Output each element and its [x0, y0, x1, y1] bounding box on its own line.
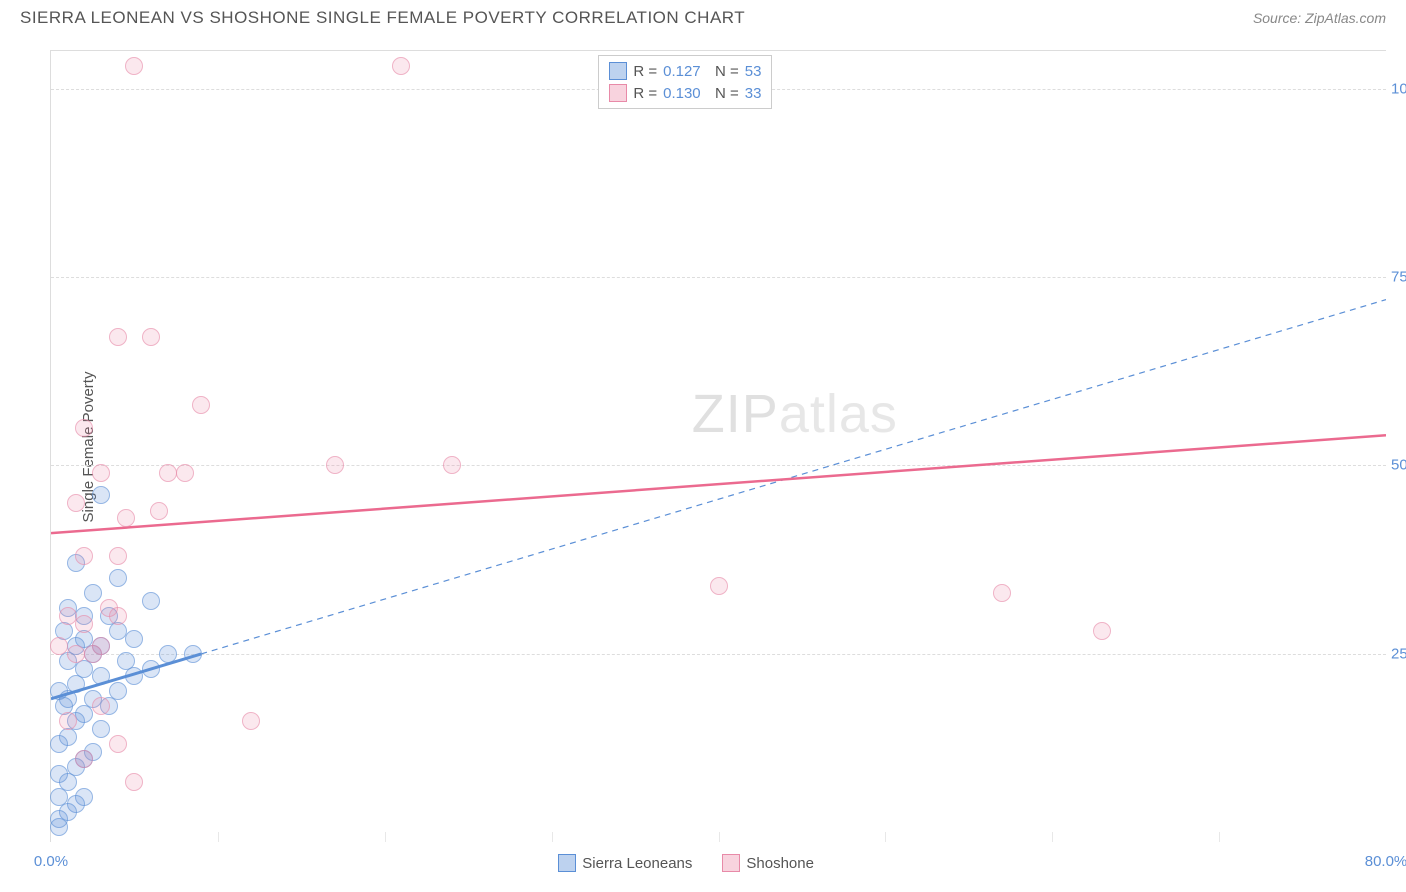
data-point-pink [75, 615, 93, 633]
x-tick [1219, 832, 1220, 842]
data-point-pink [159, 464, 177, 482]
swatch-blue-icon [558, 854, 576, 872]
x-tick [552, 832, 553, 842]
data-point-pink [993, 584, 1011, 602]
data-point-pink [59, 607, 77, 625]
data-point-blue [184, 645, 202, 663]
data-point-blue [125, 630, 143, 648]
data-point-pink [1093, 622, 1111, 640]
x-tick-label: 80.0% [1365, 853, 1406, 870]
data-point-blue [109, 569, 127, 587]
data-point-pink [242, 712, 260, 730]
data-point-blue [159, 645, 177, 663]
gridline-h [51, 465, 1386, 466]
data-point-blue [142, 592, 160, 610]
data-point-pink [142, 328, 160, 346]
y-tick-label: 100.0% [1391, 80, 1406, 97]
data-point-pink [59, 712, 77, 730]
data-point-blue [92, 667, 110, 685]
data-point-pink [92, 464, 110, 482]
data-point-pink [192, 396, 210, 414]
chart-title: SIERRA LEONEAN VS SHOSHONE SINGLE FEMALE… [20, 8, 745, 28]
data-point-blue [92, 486, 110, 504]
gridline-h [51, 654, 1386, 655]
data-point-pink [75, 547, 93, 565]
data-point-pink [176, 464, 194, 482]
data-point-pink [75, 750, 93, 768]
swatch-pink-icon [609, 84, 627, 102]
x-tick [719, 832, 720, 842]
x-tick [385, 832, 386, 842]
data-point-pink [109, 328, 127, 346]
stats-legend: R = 0.127 N = 53 R = 0.130 N = 33 [598, 55, 772, 109]
data-point-pink [92, 697, 110, 715]
stats-row-blue: R = 0.127 N = 53 [609, 60, 761, 82]
data-point-blue [50, 765, 68, 783]
data-point-pink [150, 502, 168, 520]
y-tick-label: 50.0% [1391, 457, 1406, 474]
x-tick [218, 832, 219, 842]
swatch-blue-icon [609, 62, 627, 80]
data-point-pink [392, 57, 410, 75]
legend-item-pink: Shoshone [722, 854, 814, 872]
data-point-blue [84, 584, 102, 602]
data-point-pink [75, 419, 93, 437]
data-point-pink [50, 637, 68, 655]
swatch-pink-icon [722, 854, 740, 872]
gridline-h [51, 277, 1386, 278]
data-point-pink [92, 637, 110, 655]
y-tick-label: 75.0% [1391, 269, 1406, 286]
data-point-blue [109, 682, 127, 700]
data-point-pink [117, 509, 135, 527]
chart-plot-area: Single Female Poverty 25.0%50.0%75.0%100… [50, 50, 1386, 842]
source-label: Source: ZipAtlas.com [1253, 10, 1386, 26]
legend-item-blue: Sierra Leoneans [558, 854, 692, 872]
data-point-pink [100, 599, 118, 617]
data-point-pink [67, 494, 85, 512]
series-legend: Sierra Leoneans Shoshone [558, 854, 814, 872]
data-point-pink [67, 645, 85, 663]
y-tick-label: 25.0% [1391, 645, 1406, 662]
x-tick [1052, 832, 1053, 842]
data-point-blue [142, 660, 160, 678]
data-point-pink [109, 547, 127, 565]
data-point-pink [326, 456, 344, 474]
x-tick [885, 832, 886, 842]
data-point-pink [710, 577, 728, 595]
x-tick-label: 0.0% [34, 853, 68, 870]
data-point-pink [109, 735, 127, 753]
data-point-blue [92, 720, 110, 738]
data-point-blue [117, 652, 135, 670]
stats-row-pink: R = 0.130 N = 33 [609, 82, 761, 104]
data-point-pink [443, 456, 461, 474]
data-point-blue [50, 682, 68, 700]
data-point-pink [125, 773, 143, 791]
data-point-pink [125, 57, 143, 75]
data-point-blue [75, 788, 93, 806]
